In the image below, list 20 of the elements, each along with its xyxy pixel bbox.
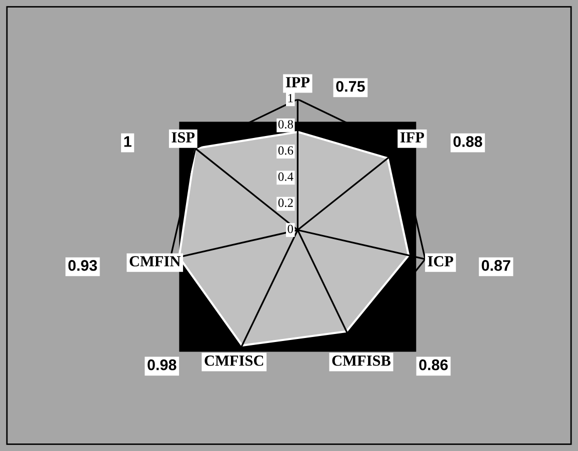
y-tick-label: 0.4 xyxy=(278,172,294,181)
y-tick-label: 1 xyxy=(288,94,293,102)
text: 0.75 xyxy=(336,80,365,92)
spoke-label: CMFISC xyxy=(204,356,264,366)
y-tick-label: 0 xyxy=(288,224,294,234)
text: 0.93 xyxy=(68,260,97,271)
y-tick-label: 0.6 xyxy=(278,146,294,155)
text: 0.98 xyxy=(148,359,176,370)
spoke-label: IPP xyxy=(286,77,310,88)
y-tick-label: 0.8 xyxy=(278,120,294,129)
y-tick-label: 0.2 xyxy=(278,198,293,208)
text: 1 xyxy=(124,136,132,147)
spoke-label: IFP xyxy=(400,132,424,142)
spoke-label: ICP xyxy=(428,256,454,266)
spoke-label: ISP xyxy=(172,132,195,142)
spoke-label: CMFIN xyxy=(130,256,181,266)
text: 0.87 xyxy=(482,260,510,271)
text: 0.86 xyxy=(419,359,448,370)
spoke-label: CMFISB xyxy=(332,356,391,366)
text: 0.88 xyxy=(453,136,482,147)
